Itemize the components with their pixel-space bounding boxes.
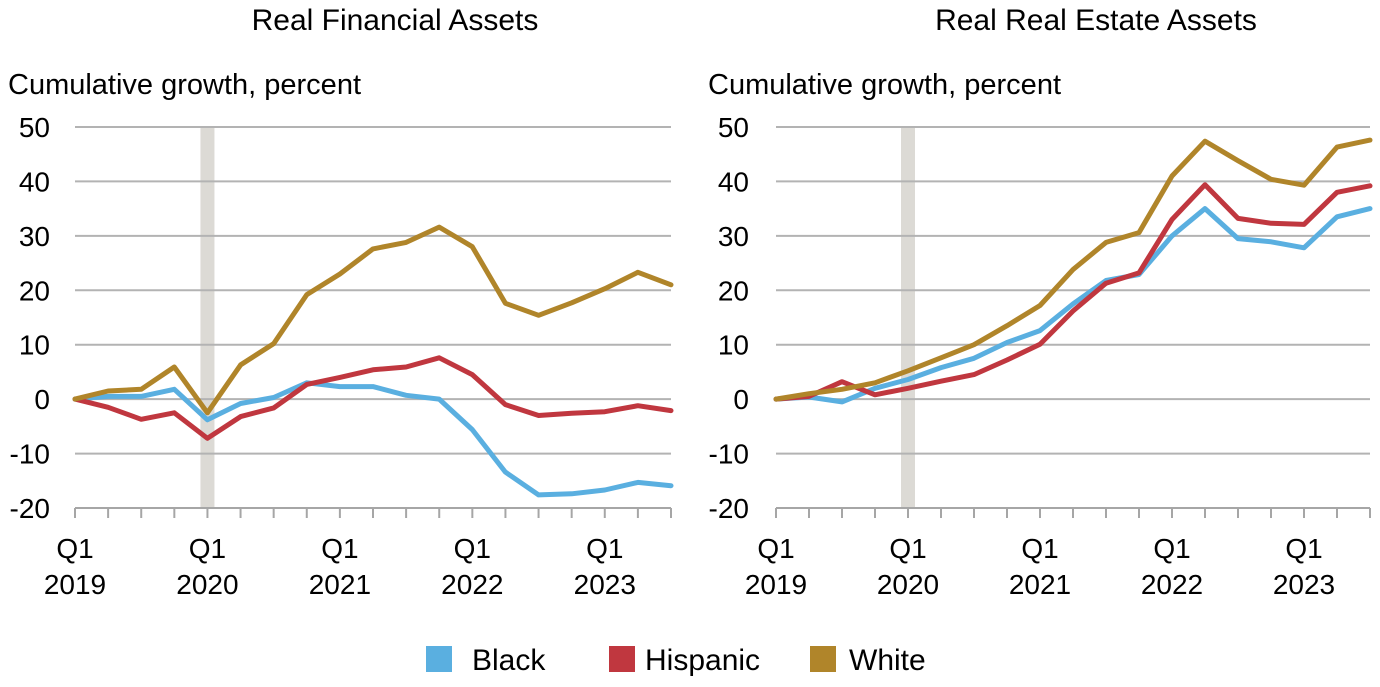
shaded-period-bar <box>901 127 915 508</box>
x-tick-label-quarter: Q1 <box>757 533 794 564</box>
x-tick-label-year: 2021 <box>1009 569 1071 600</box>
y-tick-label: 30 <box>19 221 50 252</box>
y-tick-label: 40 <box>19 166 50 197</box>
x-tick-label-quarter: Q1 <box>889 533 926 564</box>
y-tick-label: 0 <box>34 384 50 415</box>
legend-swatch-white <box>810 646 836 672</box>
x-tick-label-quarter: Q1 <box>1021 533 1058 564</box>
y-tick-label: -10 <box>10 439 50 470</box>
y-tick-label: -20 <box>10 493 50 524</box>
x-tick-label-year: 2023 <box>1273 569 1335 600</box>
x-tick-label-year: 2021 <box>309 569 371 600</box>
x-tick-label-year: 2023 <box>574 569 636 600</box>
chart-title-financial: Real Financial Assets <box>252 4 539 37</box>
y-tick-label: 10 <box>19 330 50 361</box>
series-line-white <box>773 137 1373 402</box>
legend-label-hispanic: Hispanic <box>645 644 760 677</box>
y-tick-label: 30 <box>718 221 749 252</box>
financial-assets-panel: Real Financial Assets Cumulative growth,… <box>8 4 674 600</box>
x-tick-label-year: 2019 <box>44 569 106 600</box>
x-tick-label-year: 2020 <box>176 569 238 600</box>
x-tick-label-year: 2022 <box>1141 569 1203 600</box>
x-tick-label-quarter: Q1 <box>1153 533 1190 564</box>
x-tick-label-quarter: Q1 <box>586 533 623 564</box>
y-axis-label-real-estate: Cumulative growth, percent <box>708 69 1061 101</box>
y-tick-label: 10 <box>718 330 749 361</box>
chart-title-real-estate: Real Real Estate Assets <box>935 4 1257 37</box>
x-tick-label-quarter: Q1 <box>1285 533 1322 564</box>
y-tick-label: 50 <box>19 112 50 143</box>
y-tick-label: 50 <box>718 112 749 143</box>
x-tick-label-year: 2022 <box>441 569 503 600</box>
y-axis-label-financial: Cumulative growth, percent <box>8 69 361 101</box>
legend-swatch-hispanic <box>609 646 635 672</box>
series-line-black <box>773 206 1373 405</box>
series-line-hispanic <box>773 182 1373 402</box>
x-tick-label-quarter: Q1 <box>56 533 93 564</box>
series-line-black <box>72 380 674 498</box>
y-tick-label: 40 <box>718 166 749 197</box>
series-line-hispanic <box>72 355 674 441</box>
series-line-white <box>72 224 674 416</box>
legend-label-black: Black <box>472 644 546 677</box>
y-tick-label: -20 <box>709 493 749 524</box>
legend: Black Hispanic White <box>426 644 926 677</box>
x-tick-label-quarter: Q1 <box>454 533 491 564</box>
y-tick-label: 20 <box>19 275 50 306</box>
y-tick-label: 20 <box>718 275 749 306</box>
x-tick-label-quarter: Q1 <box>189 533 226 564</box>
legend-label-white: White <box>849 644 926 677</box>
shaded-period-bar <box>200 127 215 508</box>
x-tick-label-year: 2019 <box>745 569 807 600</box>
x-tick-label-year: 2020 <box>877 569 939 600</box>
x-tick-label-quarter: Q1 <box>321 533 358 564</box>
y-tick-label: 0 <box>733 384 749 415</box>
y-tick-label: -10 <box>709 439 749 470</box>
real-estate-assets-panel: Real Real Estate Assets Cumulative growt… <box>708 4 1373 600</box>
legend-swatch-black <box>426 646 452 672</box>
